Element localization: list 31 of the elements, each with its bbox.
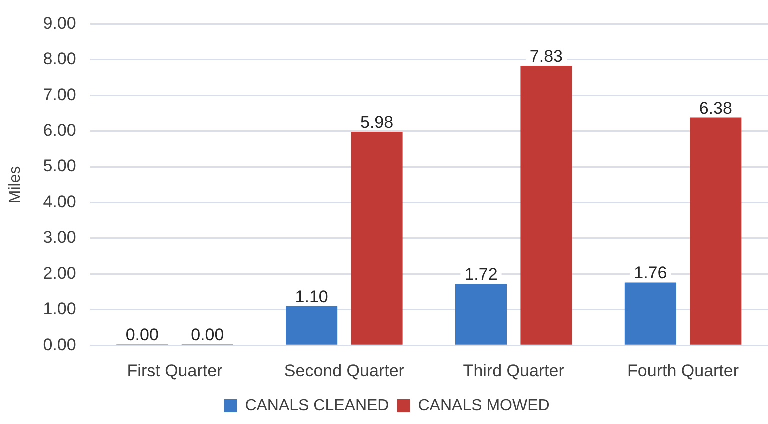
bar [624,282,676,345]
x-tick-label: Fourth Quarter [628,361,740,380]
data-label: 1.72 [464,265,498,284]
y-axis-title: Miles [7,166,24,204]
x-tick-label: First Quarter [127,361,224,380]
y-tick-label: 2.00 [43,264,76,283]
y-tick-label: 1.00 [43,300,76,319]
y-tick-label: 7.00 [43,85,76,104]
data-label: 1.10 [295,287,328,306]
y-tick-label: 6.00 [43,121,76,140]
legend-label: CANALS MOWED [418,397,550,414]
bar [520,66,572,345]
x-tick-label: Third Quarter [463,361,565,380]
y-tick-label: 3.00 [43,228,76,248]
data-label: 0.00 [126,326,159,345]
y-tick-label: 4.00 [43,192,76,212]
y-tick-label: 5.00 [43,156,76,176]
bar [690,118,742,345]
x-tick-label: Second Quarter [284,361,405,380]
y-tick-label: 8.00 [43,50,76,69]
data-label: 6.38 [699,98,732,118]
data-label: 7.83 [530,46,564,66]
bar [455,284,508,345]
bar [286,306,338,345]
y-tick-label: 0.00 [43,335,76,354]
data-label: 1.76 [634,264,668,283]
data-label: 5.98 [360,113,394,132]
data-label: 0.00 [191,326,224,345]
bar [351,132,403,345]
legend-label: CANALS CLEANED [245,397,390,414]
y-tick-label: 9.00 [43,14,76,33]
